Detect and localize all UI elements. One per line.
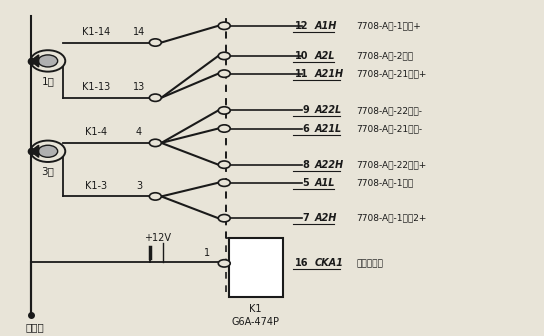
Text: A2L: A2L bbox=[314, 51, 335, 61]
Text: 3: 3 bbox=[136, 181, 142, 191]
Text: +12V: +12V bbox=[145, 233, 171, 243]
Text: CKA1: CKA1 bbox=[314, 258, 343, 268]
Polygon shape bbox=[30, 145, 39, 157]
Circle shape bbox=[218, 52, 230, 59]
Text: 8: 8 bbox=[302, 160, 309, 170]
Circle shape bbox=[150, 193, 162, 200]
Text: K1-14: K1-14 bbox=[82, 27, 110, 37]
Text: 7708-A号-21接点+: 7708-A号-21接点+ bbox=[356, 69, 426, 78]
Circle shape bbox=[150, 139, 162, 146]
Text: 10: 10 bbox=[295, 51, 309, 61]
Circle shape bbox=[218, 161, 230, 168]
Text: 7708-A号-1接点2+: 7708-A号-1接点2+ bbox=[356, 214, 426, 223]
Text: 1: 1 bbox=[204, 248, 210, 258]
Circle shape bbox=[218, 214, 230, 222]
Circle shape bbox=[30, 50, 65, 72]
Text: K1-4: K1-4 bbox=[84, 127, 107, 137]
Circle shape bbox=[218, 22, 230, 30]
Text: 7708-A号-22接点-: 7708-A号-22接点- bbox=[356, 106, 422, 115]
Text: A1L: A1L bbox=[314, 178, 335, 188]
Text: 继电器控制: 继电器控制 bbox=[356, 259, 383, 268]
Text: 13: 13 bbox=[133, 82, 145, 92]
Text: G6A-474P: G6A-474P bbox=[232, 317, 280, 327]
Text: 7708-A号-2接点: 7708-A号-2接点 bbox=[356, 51, 413, 60]
Circle shape bbox=[218, 179, 230, 186]
Text: 公共点: 公共点 bbox=[25, 322, 44, 332]
Circle shape bbox=[218, 70, 230, 77]
Text: 7708-A号-21接点-: 7708-A号-21接点- bbox=[356, 124, 422, 133]
Text: 7708-A号-1接点: 7708-A号-1接点 bbox=[356, 178, 413, 187]
Text: 7708-A号-22接点+: 7708-A号-22接点+ bbox=[356, 160, 426, 169]
Text: K1-13: K1-13 bbox=[82, 82, 110, 92]
Circle shape bbox=[150, 94, 162, 101]
Text: 11: 11 bbox=[295, 69, 309, 79]
Text: 14: 14 bbox=[133, 27, 145, 37]
Bar bbox=[228, 238, 283, 297]
Text: K1: K1 bbox=[250, 303, 262, 313]
Text: A22H: A22H bbox=[314, 160, 343, 170]
Text: 4: 4 bbox=[136, 127, 142, 137]
Text: 16: 16 bbox=[295, 258, 309, 268]
Text: A21L: A21L bbox=[314, 124, 342, 133]
Circle shape bbox=[30, 140, 65, 162]
Text: 6: 6 bbox=[302, 124, 309, 133]
Circle shape bbox=[218, 125, 230, 132]
Circle shape bbox=[218, 260, 230, 267]
Text: 7708-A号-1接点+: 7708-A号-1接点+ bbox=[356, 21, 421, 30]
Text: A1H: A1H bbox=[314, 21, 337, 31]
Text: A2H: A2H bbox=[314, 213, 337, 223]
Polygon shape bbox=[30, 55, 39, 67]
Text: A22L: A22L bbox=[314, 106, 342, 116]
Text: 7: 7 bbox=[302, 213, 309, 223]
Circle shape bbox=[218, 107, 230, 114]
Circle shape bbox=[38, 145, 58, 157]
Text: A21H: A21H bbox=[314, 69, 343, 79]
Text: 5: 5 bbox=[302, 178, 309, 188]
Text: 3环: 3环 bbox=[41, 166, 54, 176]
Text: 12: 12 bbox=[295, 21, 309, 31]
Circle shape bbox=[150, 39, 162, 46]
Text: K1-3: K1-3 bbox=[84, 181, 107, 191]
Circle shape bbox=[38, 55, 58, 67]
Text: 9: 9 bbox=[302, 106, 309, 116]
Text: 1环: 1环 bbox=[41, 76, 54, 86]
